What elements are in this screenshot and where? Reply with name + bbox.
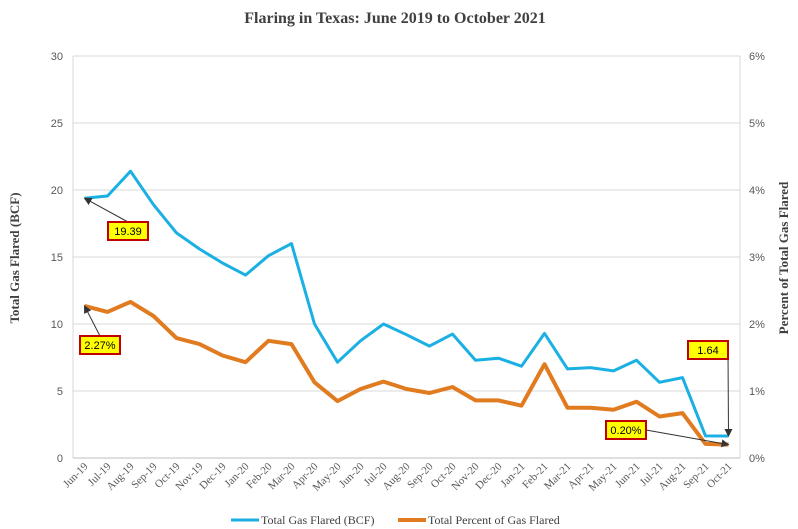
callout-box (687, 340, 729, 360)
callout-arrow (645, 429, 730, 448)
y-axis-right: 0% 1% 2% 3% 4% 5% 6% (749, 51, 765, 465)
y-right-tick-label: 1% (749, 386, 765, 398)
callout-arrow (724, 349, 733, 438)
y-right-tick-label: 5% (749, 118, 765, 130)
y-left-tick-label: 10 (51, 319, 63, 331)
y-left-tick-label: 5 (57, 386, 63, 398)
x-tick-label: Jun-19 (61, 460, 91, 490)
y-left-tick-label: 0 (57, 453, 63, 465)
x-tick-label: Sep-19 (129, 460, 160, 491)
y-right-tick-label: 2% (749, 319, 765, 331)
chart-title: Flaring in Texas: June 2019 to October 2… (244, 10, 546, 27)
y-right-tick-label: 6% (749, 51, 765, 63)
callout-box (605, 420, 647, 440)
y-right-tick-label: 0% (749, 453, 765, 465)
x-tick-label: Oct-21 (705, 461, 735, 491)
callouts: 19.39 2.27% 1.64 0.20% (79, 197, 733, 448)
x-axis: Jun-19Jul-19Aug-19Sep-19Oct-19Nov-19Dec-… (61, 460, 735, 493)
y-left-tick-label: 20 (51, 185, 63, 197)
x-tick-label: Jun-21 (613, 461, 643, 491)
x-tick-label: Dec-19 (197, 460, 229, 492)
y-left-tick-label: 15 (51, 252, 63, 264)
callout-arrow (83, 197, 129, 223)
callout-box (107, 221, 149, 241)
series-line-0 (84, 169, 729, 438)
legend: Total Gas Flared (BCF) Total Percent of G… (231, 513, 560, 527)
y-axis-left: 0 5 10 15 20 25 30 (51, 51, 63, 465)
y-axis-right-title: Percent of Total Gas Flared (776, 181, 791, 334)
y-left-tick-label: 30 (51, 51, 63, 63)
series-lines (83, 169, 729, 447)
y-right-tick-label: 3% (749, 252, 765, 264)
legend-label-1: Total Percent of Gas Flared (428, 513, 560, 527)
gridlines (72, 55, 741, 459)
callout-arrow (84, 305, 101, 337)
x-tick-label: Sep-20 (405, 460, 436, 491)
callout-box (79, 335, 121, 355)
callout-label: 0.20% (610, 425, 641, 437)
x-tick-label: Jun-20 (337, 460, 367, 490)
callout-label: 19.39 (114, 226, 142, 238)
x-tick-label: Dec-20 (473, 460, 505, 492)
callout-label: 2.27% (84, 340, 115, 352)
callout-label: 1.64 (697, 345, 718, 357)
legend-label-0: Total Gas Flared (BCF) (261, 513, 374, 527)
series-line-1 (83, 299, 729, 447)
y-left-tick-label: 25 (51, 118, 63, 130)
x-tick-label: Sep-21 (681, 461, 712, 492)
y-axis-left-title: Total Gas Flared (BCF) (7, 192, 22, 323)
y-right-tick-label: 4% (749, 185, 765, 197)
